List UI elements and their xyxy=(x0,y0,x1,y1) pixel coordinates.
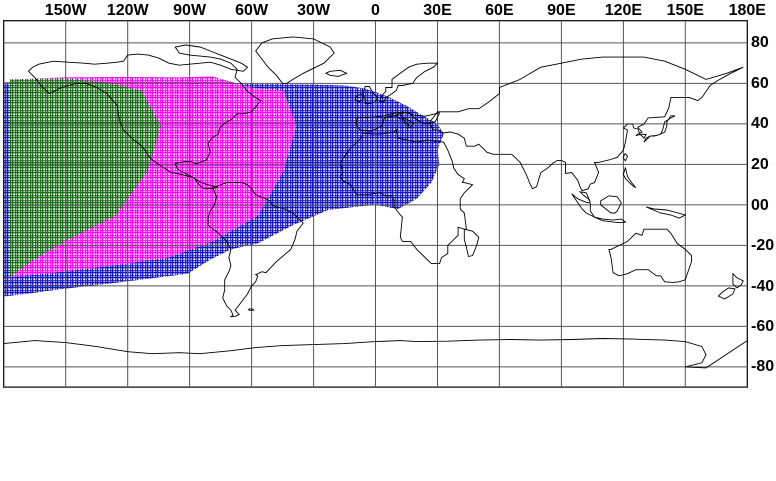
svg-text:30W: 30W xyxy=(297,2,331,19)
svg-text:-60: -60 xyxy=(751,318,774,335)
svg-text:150E: 150E xyxy=(667,2,705,19)
svg-text:30E: 30E xyxy=(423,2,452,19)
svg-text:40: 40 xyxy=(751,115,769,132)
svg-text:90E: 90E xyxy=(547,2,576,19)
svg-text:-20: -20 xyxy=(751,237,774,254)
svg-text:90W: 90W xyxy=(173,2,207,19)
svg-text:0: 0 xyxy=(371,2,380,19)
svg-text:80: 80 xyxy=(751,34,769,51)
svg-text:20: 20 xyxy=(751,156,769,173)
svg-text:60E: 60E xyxy=(485,2,514,19)
svg-text:-40: -40 xyxy=(751,278,774,295)
svg-text:60: 60 xyxy=(751,75,769,92)
svg-text:-80: -80 xyxy=(751,358,774,375)
svg-text:180E: 180E xyxy=(729,2,767,19)
svg-text:00: 00 xyxy=(751,197,769,214)
svg-text:120E: 120E xyxy=(605,2,643,19)
svg-text:60W: 60W xyxy=(235,2,269,19)
svg-text:150W: 150W xyxy=(45,2,88,19)
svg-text:120W: 120W xyxy=(107,2,150,19)
